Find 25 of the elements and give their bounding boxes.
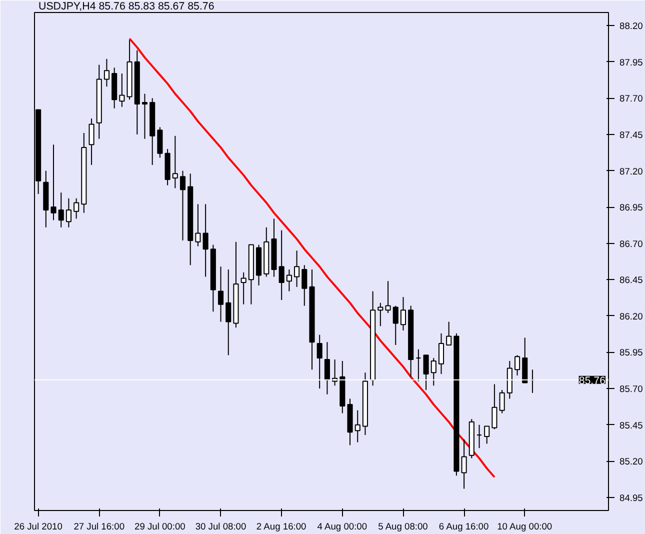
ref-line-label: 85.76 [578, 374, 606, 387]
y-tick-label: 84.95 [620, 492, 643, 503]
x-tick-label: 30 Jul 08:00 [195, 522, 246, 532]
y-tick-label: 86.20 [620, 311, 643, 322]
y-tick-label: 87.70 [620, 94, 643, 104]
y-tick-label: 88.20 [620, 21, 643, 32]
x-tick-label: 27 Jul 16:00 [74, 522, 125, 532]
chart-title: USDJPY,H4 85.76 85.83 85.67 85.76 [38, 0, 214, 12]
x-tick-label: 10 Aug 00:00 [497, 522, 552, 532]
x-tick-label: 2 Aug 16:00 [256, 522, 306, 532]
x-tick-label: 4 Aug 00:00 [317, 522, 368, 532]
x-tick-label: 29 Jul 00:00 [134, 522, 186, 532]
y-tick-label: 85.70 [620, 384, 643, 394]
y-tick-label: 86.45 [620, 275, 643, 286]
y-tick-label: 87.45 [620, 130, 643, 140]
x-tick-label: 6 Aug 16:00 [438, 522, 489, 532]
y-tick-label: 86.95 [620, 202, 643, 213]
y-tick-label: 85.45 [620, 420, 643, 430]
y-tick-label: 85.20 [620, 456, 643, 467]
x-tick-label: 5 Aug 08:00 [378, 522, 428, 532]
y-tick-label: 87.20 [620, 166, 643, 176]
x-tick-label: 26 Jul 2010 [14, 522, 62, 532]
y-tick-label: 86.70 [620, 238, 643, 249]
y-tick-label: 87.95 [620, 57, 643, 68]
y-tick-label: 85.95 [620, 348, 643, 358]
